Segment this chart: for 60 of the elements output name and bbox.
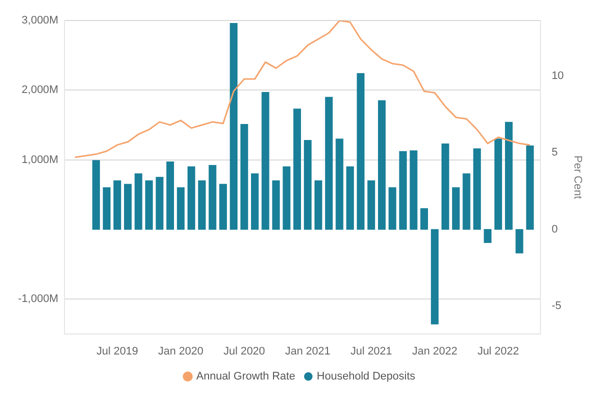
- bar: [156, 176, 164, 230]
- x-tick-label: Jan 2020: [158, 345, 204, 358]
- y2-axis-title: Per Cent: [571, 155, 584, 199]
- bar: [282, 166, 290, 230]
- bar: [219, 184, 227, 230]
- bar: [441, 143, 450, 230]
- bar: [145, 180, 153, 230]
- bar: [336, 138, 344, 230]
- bar: [516, 229, 524, 254]
- x-tick-label: Jan 2021: [285, 345, 330, 358]
- y2-tick-label: 5: [552, 146, 558, 159]
- bar: [430, 229, 439, 324]
- bar: [304, 140, 312, 230]
- x-tick-label: Jan 2022: [412, 345, 458, 358]
- y2-tick-label: -5: [552, 300, 562, 312]
- legend-label: Annual Growth Rate: [196, 370, 296, 383]
- y-tick-label: 1,000M: [22, 154, 58, 166]
- bar: [102, 187, 111, 230]
- y2-tick-label: 0: [552, 223, 558, 236]
- bar: [504, 122, 513, 230]
- x-tick-label: Jul 2020: [223, 345, 266, 358]
- bar: [134, 173, 142, 230]
- bar: [462, 173, 470, 230]
- y-tick-label: 2,000M: [22, 84, 58, 96]
- x-tick-label: Jul 2021: [350, 345, 392, 358]
- y-tick-label: -1,000M: [18, 293, 58, 306]
- bar: [272, 180, 280, 230]
- bar: [410, 150, 418, 230]
- legend-label: Household Deposits: [316, 370, 416, 383]
- bar: [452, 187, 460, 230]
- y2-tick-label: 10: [552, 70, 564, 82]
- bar: [367, 180, 376, 230]
- bar: [166, 162, 174, 230]
- bar: [230, 23, 238, 230]
- bar: [325, 96, 333, 230]
- bar: [356, 73, 364, 230]
- bar: [473, 148, 481, 230]
- x-tick-label: Jul 2022: [477, 345, 520, 358]
- bar: [526, 146, 534, 230]
- bar: [251, 173, 259, 230]
- bar: [399, 151, 407, 230]
- x-tick-label: Jul 2019: [96, 345, 138, 358]
- bar: [113, 180, 122, 230]
- bar: [262, 92, 270, 230]
- bar: [293, 108, 301, 230]
- bar: [314, 180, 322, 230]
- bar: [208, 165, 216, 230]
- bar: [198, 180, 206, 230]
- bar: [124, 184, 132, 230]
- bar: [420, 208, 428, 230]
- bar: [240, 124, 248, 230]
- bar: [92, 160, 100, 230]
- bar: [176, 187, 185, 230]
- bar: [494, 138, 502, 230]
- bar: [346, 166, 354, 230]
- bar: [188, 166, 196, 230]
- y-tick-label: 3,000M: [22, 14, 58, 27]
- bar: [378, 100, 386, 230]
- bar: [388, 187, 396, 230]
- bar: [484, 229, 492, 243]
